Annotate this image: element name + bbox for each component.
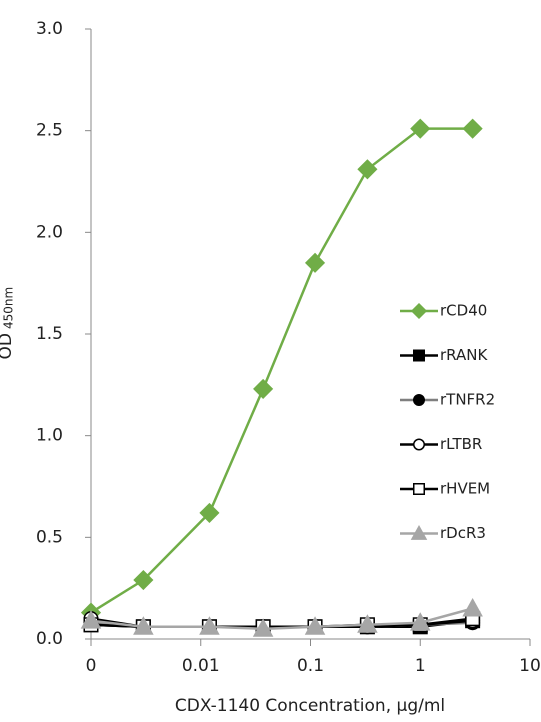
marker [133,616,154,635]
legend-marker [413,438,425,451]
y-axis-label-group: OD 450nm [0,287,16,360]
series-line [90,607,473,631]
y-tick-label: 1.0 [36,426,63,446]
legend-marker [413,394,425,406]
y-axis-label-sub: 450nm [2,287,16,329]
legend-marker [410,524,428,540]
marker [304,252,326,273]
legend-marker [410,302,428,320]
marker [253,378,274,399]
marker [199,502,220,523]
legend-label: rCD40 [440,302,487,320]
legend-label: rLTBR [440,435,482,453]
y-tick-label: 1.5 [36,324,63,344]
series-line [90,127,473,614]
x-tick-label: 0.01 [182,656,220,676]
y-tick-label: 2.5 [36,121,63,141]
legend-label: rRANK [440,346,488,364]
marker [357,614,378,633]
y-tick-label: 3.0 [36,19,63,39]
y-tick-label: 0.0 [36,629,63,649]
marker [357,159,378,180]
x-tick-label: 0 [86,656,97,676]
y-tick-label: 0.5 [36,527,63,547]
x-tick-label: 1 [415,656,426,676]
legend-marker [413,349,425,362]
legend-label: rDcR3 [440,524,486,542]
marker [410,118,431,139]
y-axis-label: OD [0,333,16,359]
x-tick-label: 10 [519,656,541,676]
marker [133,569,154,591]
legend-marker [413,483,425,495]
marker [80,610,102,629]
x-axis-label: CDX-1140 Concentration, μg/ml [175,696,445,716]
marker [409,612,431,631]
y-tick-label: 2.0 [36,222,63,242]
marker [462,597,483,617]
marker [252,618,274,637]
legend-label: rTNFR2 [440,391,495,409]
marker [304,616,326,635]
marker [462,118,483,139]
legend-label: rHVEM [440,480,490,498]
x-tick-label: 0.1 [297,656,324,676]
marker [199,616,220,635]
